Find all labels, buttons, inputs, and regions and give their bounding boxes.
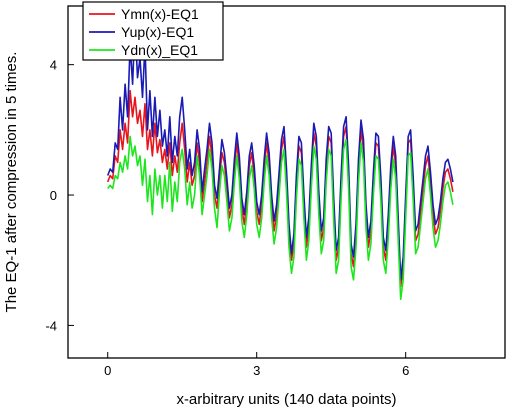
- legend: Ymn(x)-EQ1 Yup(x)-EQ1 Ydn(x)_EQ1: [82, 1, 224, 61]
- plot-area: [67, 5, 506, 359]
- y-tick-label: 0: [50, 188, 57, 203]
- x-tick-label: 6: [402, 363, 409, 378]
- x-tick-label: 3: [253, 363, 260, 378]
- y-tick-label: -4: [45, 318, 57, 333]
- legend-label: Ymn(x)-EQ1: [121, 6, 199, 22]
- axes: 0 3 6 -4 0 4: [45, 58, 409, 378]
- plot-frame: [67, 5, 506, 359]
- y-axis-label: The EQ-1 after compression in 5 times.: [3, 52, 20, 313]
- legend-label: Yup(x)-EQ1: [121, 24, 194, 40]
- series-line-3: [107, 135, 454, 301]
- legend-label: Ydn(x)_EQ1: [121, 42, 198, 58]
- series-line-2: [106, 21, 454, 281]
- x-tick-label: 0: [104, 363, 111, 378]
- series-layer: [106, 21, 454, 301]
- y-tick-label: 4: [50, 58, 57, 73]
- x-axis-label: x-arbitrary units (140 data points): [176, 391, 396, 408]
